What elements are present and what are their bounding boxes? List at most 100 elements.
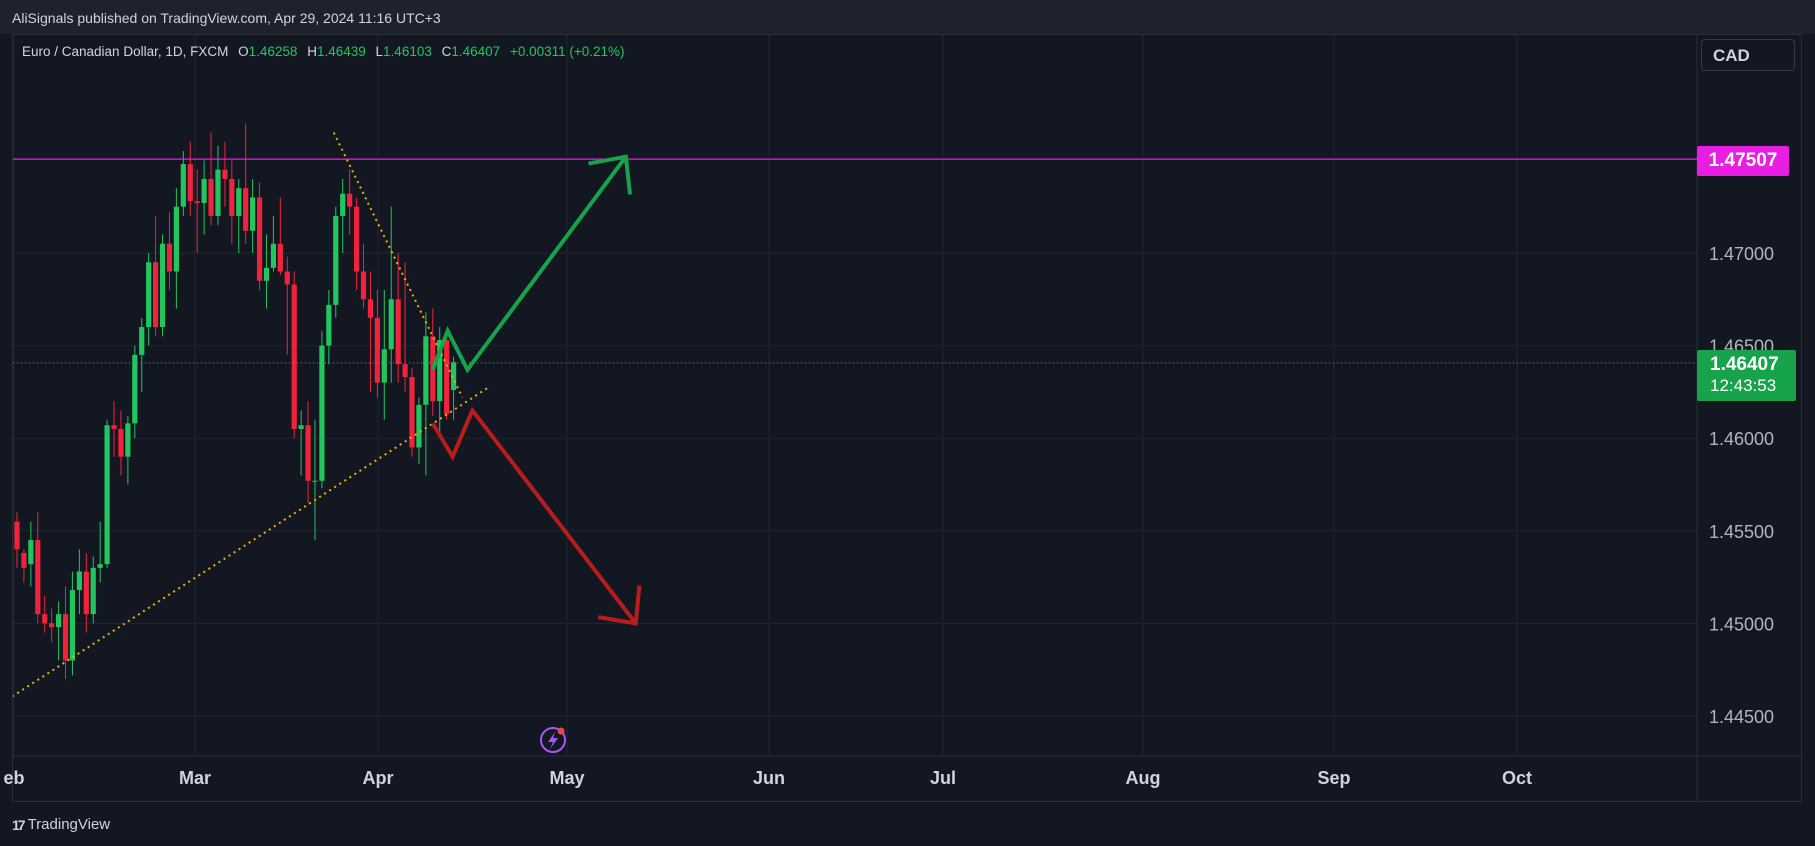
- candle-down: [14, 521, 20, 550]
- candle-up: [55, 614, 62, 628]
- candle-down: [284, 271, 290, 285]
- bullish-scenario-path: [430, 155, 628, 374]
- candle-down: [367, 299, 374, 318]
- time-tick-label: eb: [3, 768, 24, 788]
- candle-up: [263, 267, 270, 281]
- resistance-price-label: 1.47507: [1697, 146, 1789, 176]
- candle-down: [49, 623, 55, 628]
- bearish-arrowhead: [597, 585, 642, 626]
- candle-up: [312, 480, 318, 482]
- last-price-value: 1.46407: [1710, 354, 1779, 375]
- symbol-label[interactable]: Euro / Canadian Dollar, 1D, FXCM: [22, 44, 229, 59]
- candle-up: [423, 336, 429, 405]
- candle-down: [353, 206, 360, 272]
- high-value: 1.46439: [316, 44, 366, 59]
- candle-down: [62, 614, 69, 661]
- price-tick-label: 1.45000: [1709, 614, 1774, 634]
- candle-down: [444, 340, 450, 415]
- plot-area: [13, 123, 1697, 698]
- currency-button[interactable]: CAD: [1701, 39, 1795, 71]
- bar-countdown: 12:43:53: [1710, 376, 1777, 395]
- change-value: +0.00311 (+0.21%): [509, 44, 625, 59]
- candle-down: [118, 428, 124, 457]
- candle-down: [305, 425, 311, 481]
- time-tick-label: Mar: [179, 768, 211, 788]
- bullish-arrowhead: [588, 154, 633, 195]
- candle-down: [35, 540, 41, 615]
- candle-up: [450, 362, 457, 391]
- candle-up: [416, 404, 422, 448]
- chart-frame[interactable]: [12, 34, 1802, 802]
- time-tick-label: Jul: [930, 768, 956, 788]
- candle-up: [298, 425, 304, 429]
- price-tick-label: 1.45500: [1709, 522, 1774, 542]
- footer-bar: [0, 806, 1815, 846]
- candle-up: [333, 215, 339, 305]
- tradingview-logo[interactable]: 17 TradingView: [12, 816, 110, 833]
- candle-down: [402, 364, 408, 378]
- open-key: O: [238, 44, 249, 59]
- candle-up: [388, 299, 394, 350]
- candle-up: [250, 197, 256, 231]
- candle-up: [97, 564, 103, 568]
- time-tick-label: May: [549, 768, 584, 788]
- candle-up: [236, 188, 242, 216]
- candle-up: [173, 206, 179, 272]
- resistance-price-value: 1.47507: [1708, 150, 1778, 171]
- candle-up: [139, 327, 145, 355]
- lightning-glyph: [548, 732, 558, 749]
- candle-down: [409, 377, 415, 448]
- candle-up: [76, 571, 82, 591]
- candle-down: [291, 284, 297, 429]
- candle-up: [319, 345, 325, 481]
- candle-up: [437, 340, 443, 402]
- candle-up: [215, 169, 221, 216]
- candle-up: [201, 178, 207, 203]
- low-value: 1.46103: [383, 44, 432, 59]
- candle-up: [381, 349, 387, 383]
- support-trendline: [13, 387, 488, 698]
- events-lightning-icon[interactable]: [540, 727, 566, 753]
- candle-down: [83, 571, 89, 615]
- close-value: 1.46407: [451, 44, 501, 59]
- candle-down: [374, 317, 380, 383]
- candle-down: [347, 193, 353, 207]
- candle-down: [243, 188, 249, 231]
- time-tick-label: Sep: [1317, 768, 1350, 788]
- events-notification-dot: [557, 727, 565, 735]
- bearish-scenario-path: [431, 406, 638, 625]
- candle-down: [256, 197, 263, 281]
- candle-down: [111, 425, 117, 429]
- candle-down: [187, 164, 193, 202]
- candle-up: [132, 354, 138, 424]
- candle-up: [28, 540, 34, 565]
- resistance-trendline: [332, 132, 464, 398]
- close-key: C: [441, 44, 452, 59]
- candle-down: [208, 178, 214, 216]
- time-tick-label: Apr: [363, 768, 394, 788]
- candle-down: [360, 271, 367, 300]
- candle-down: [395, 299, 401, 365]
- tradingview-logo-text: TradingView: [27, 816, 111, 833]
- time-tick-label: Jun: [753, 768, 785, 788]
- candle-down: [21, 553, 27, 568]
- time-tick-label: Aug: [1126, 768, 1161, 788]
- candle-down: [222, 169, 228, 179]
- ohlc-legend: Euro / Canadian Dollar, 1D, FXCM O1.4625…: [22, 44, 625, 59]
- candle-up: [326, 304, 332, 346]
- candle-up: [146, 262, 152, 328]
- low-key: L: [375, 44, 384, 59]
- candle-up: [90, 567, 96, 615]
- time-tick-label: Oct: [1502, 768, 1532, 788]
- candle-down: [166, 243, 173, 272]
- publisher-bar: AliSignals published on TradingView.com,…: [0, 0, 1815, 34]
- price-tick-label: 1.44500: [1709, 707, 1774, 727]
- price-tick-label: 1.47000: [1709, 244, 1774, 264]
- candle-down: [194, 201, 200, 203]
- publisher-text: AliSignals published on TradingView.com,…: [12, 10, 441, 26]
- candle-up: [340, 193, 346, 216]
- candle-down: [277, 243, 283, 272]
- candle-up: [104, 425, 110, 565]
- candle-up: [270, 243, 277, 268]
